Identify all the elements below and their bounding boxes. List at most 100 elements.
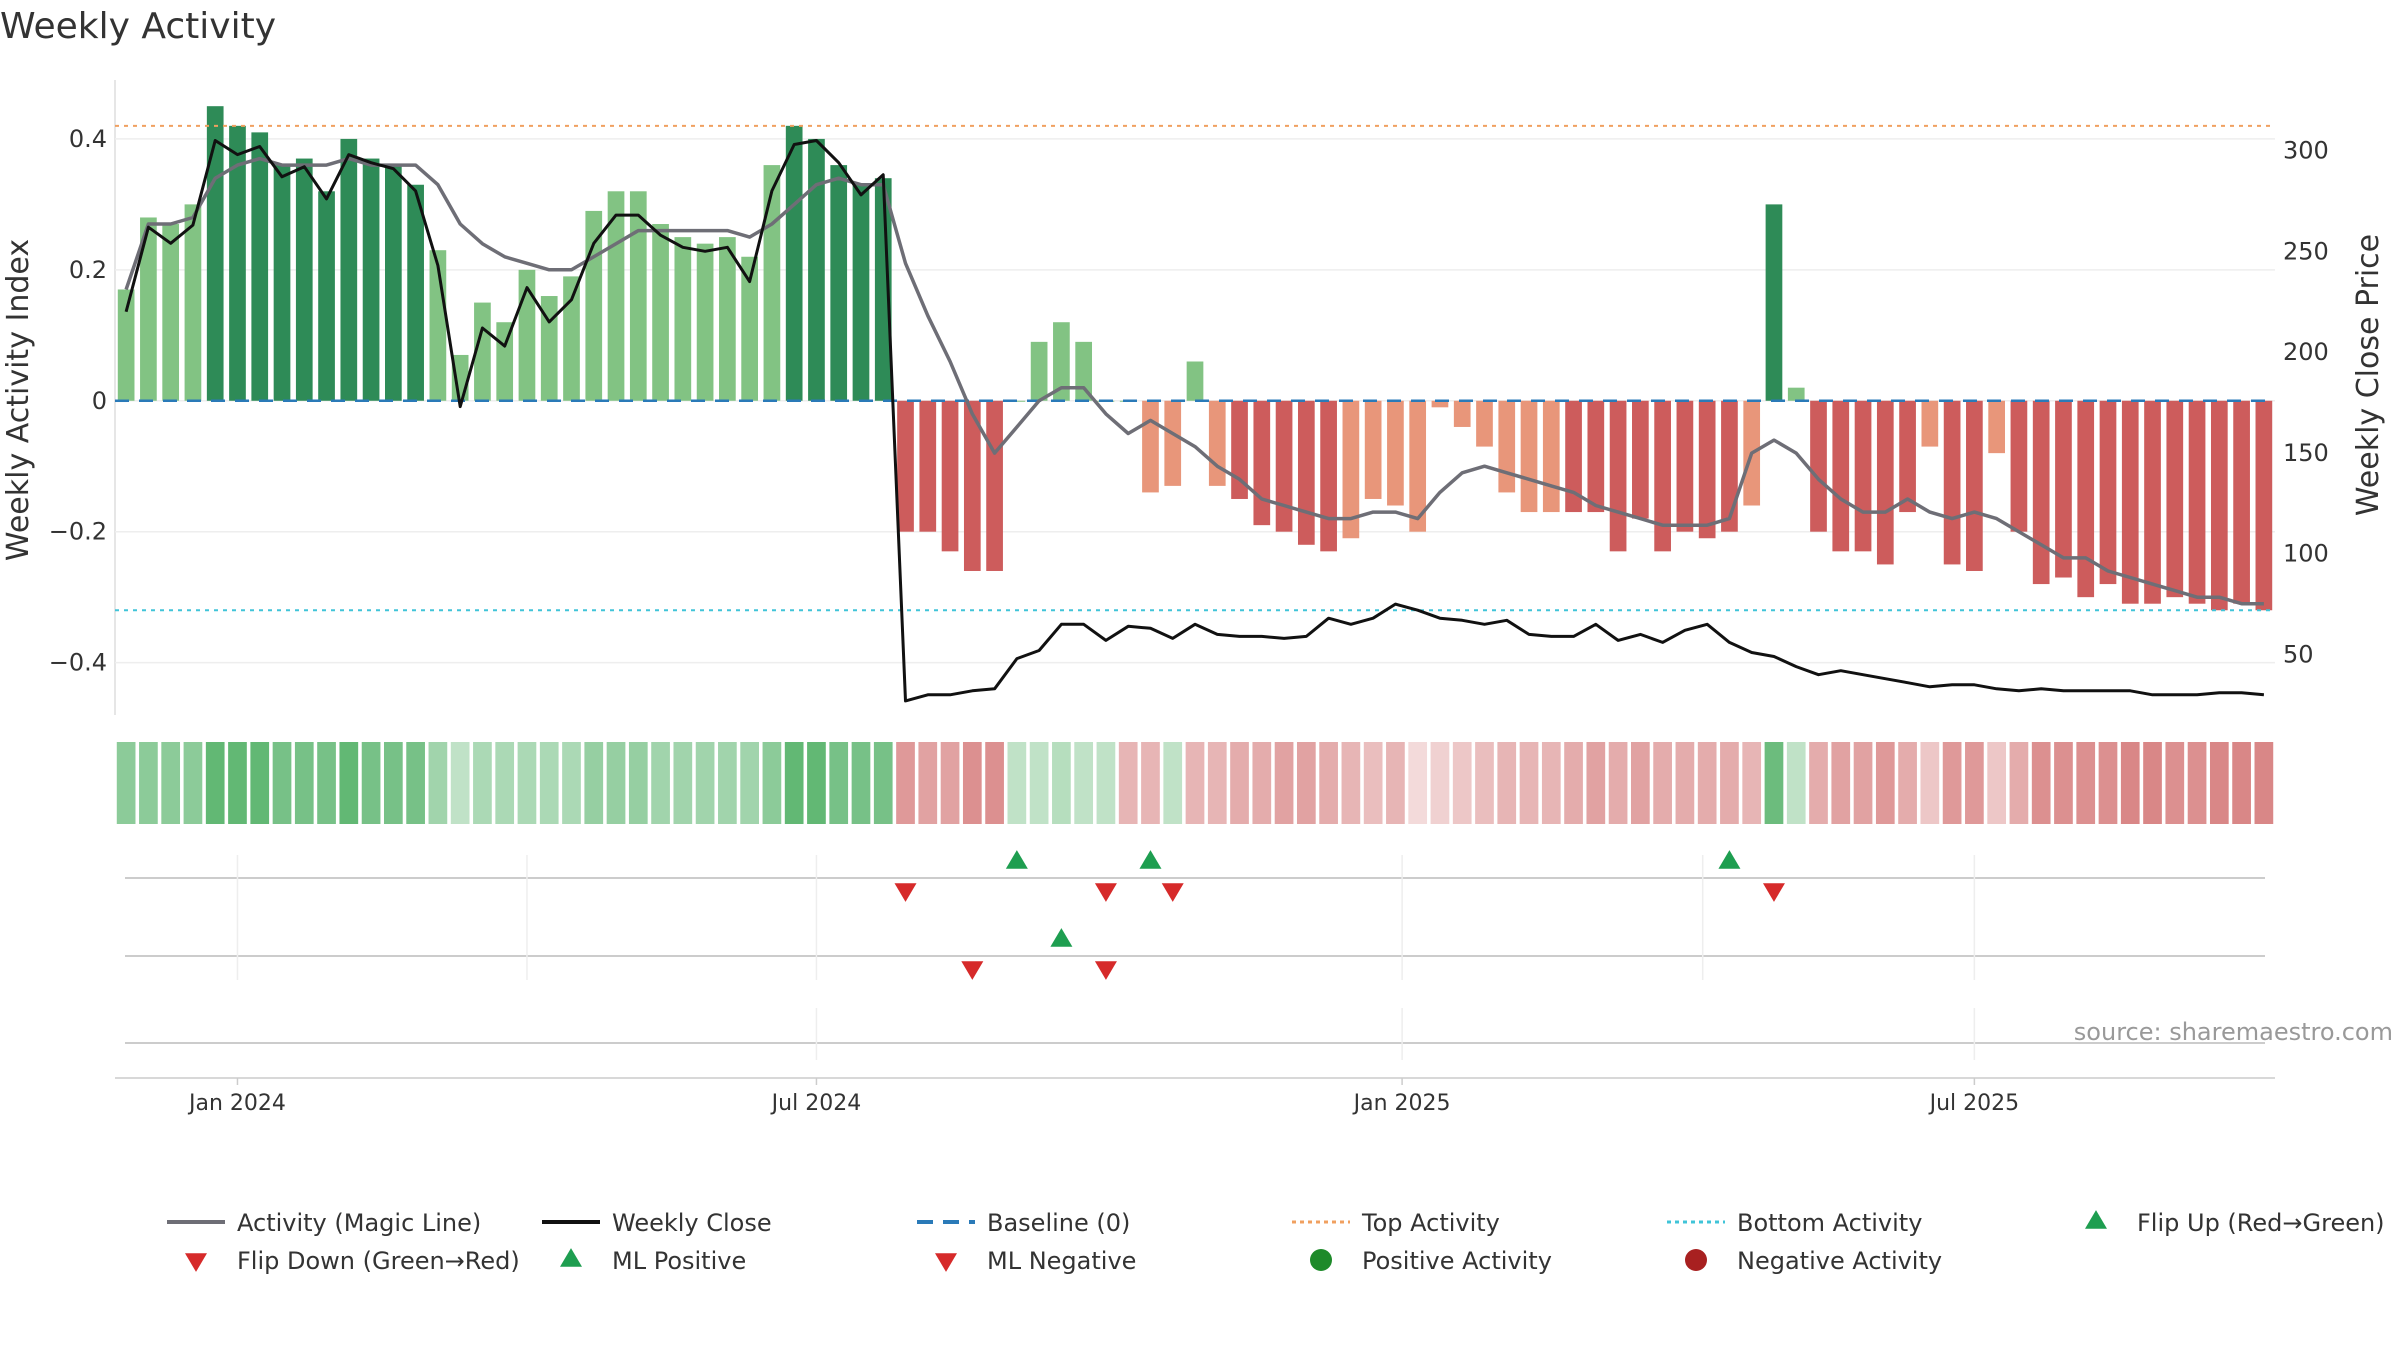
legend-label: Weekly Close — [612, 1209, 772, 1237]
heat-strip-cell — [1742, 742, 1762, 824]
heat-strip-cell — [2209, 742, 2229, 824]
activity-bar — [763, 165, 781, 401]
heat-strip-cell — [1185, 742, 1205, 824]
legend-label: ML Positive — [612, 1247, 746, 1275]
heat-strip-cell — [1475, 742, 1494, 824]
heat-strip-cell — [2031, 742, 2051, 824]
heat-strip-cell — [383, 742, 403, 824]
heat-strip-cell — [361, 742, 381, 824]
activity-bar — [162, 224, 180, 401]
heat-strip-cell — [1920, 742, 1940, 824]
legend-swatch-circle — [1310, 1249, 1332, 1271]
heat-strip-cell — [673, 742, 693, 824]
heat-strip-cell — [1809, 742, 1828, 824]
heat-strip-cell — [228, 742, 247, 824]
heat-strip-cell — [1586, 742, 1606, 824]
heat-strip-cell — [2187, 742, 2207, 824]
weekly-close-series — [124, 139, 2265, 703]
activity-bar — [140, 217, 157, 401]
activity-bar — [2077, 400, 2095, 598]
legend-item: Flip Down (Green→Red) — [185, 1247, 520, 1275]
y-tick-left-label: −0.4 — [49, 649, 107, 677]
activity-bar — [674, 237, 692, 401]
heat-strip-cell — [1519, 742, 1539, 824]
heat-strip-cell — [606, 742, 626, 824]
activity-bar — [852, 184, 870, 401]
legend-item: ML Negative — [935, 1247, 1136, 1275]
heat-strip-cell — [517, 742, 537, 824]
activity-bar — [2032, 400, 2050, 585]
heat-strip-cell — [272, 742, 292, 824]
activity-bar — [1364, 400, 1382, 499]
activity-bar — [941, 400, 959, 552]
ml-negative-marker — [961, 961, 984, 980]
activity-bar — [1676, 400, 1694, 532]
heat-strip-cell — [829, 742, 849, 824]
heat-strip-cell — [562, 742, 581, 824]
activity-bar — [340, 138, 358, 401]
heat-strip-cell — [1007, 742, 1027, 824]
x-tick-label: Jan 2025 — [1352, 1091, 1451, 1116]
heat-strip-cell — [161, 742, 181, 824]
activity-bar — [1810, 400, 1827, 532]
activity-bar — [986, 400, 1003, 571]
activity-bar — [963, 400, 981, 571]
activity-bar — [2010, 400, 2028, 532]
heat-strip-cell — [294, 742, 314, 824]
heat-strip-cell — [962, 742, 982, 824]
heat-strip — [116, 742, 2274, 824]
activity-bar — [1297, 400, 1315, 545]
activity-bar — [206, 106, 224, 401]
series-lines — [124, 139, 2265, 703]
y-axis-left-label: Weekly Activity Index — [1, 239, 36, 561]
activity-bar — [585, 210, 603, 401]
y-tick-right-label: 150 — [2283, 439, 2329, 467]
activity-bar — [607, 191, 625, 401]
y-axis-right-label: Weekly Close Price — [2351, 234, 2386, 516]
legend-item: Bottom Activity — [1667, 1209, 1922, 1237]
activity-bar — [1966, 400, 1983, 571]
heat-strip-cell — [918, 742, 938, 824]
heat-strip-cell — [1074, 742, 1094, 824]
activity-bar — [1320, 400, 1337, 552]
source-credit: source: sharemaestro.com — [2074, 1018, 2393, 1046]
legend-label: Top Activity — [1361, 1209, 1500, 1237]
flip-down-marker — [1094, 883, 1117, 902]
heat-strip-cell — [495, 742, 515, 824]
legend-label: Activity (Magic Line) — [237, 1209, 481, 1237]
heat-strip-cell — [1653, 742, 1672, 824]
flip-up-marker — [1139, 850, 1162, 869]
activity-bar — [2166, 400, 2184, 598]
legend-label: Bottom Activity — [1737, 1209, 1922, 1237]
legend-item: Positive Activity — [1310, 1247, 1552, 1275]
heat-strip-cell — [1675, 742, 1695, 824]
activity-bar — [1609, 400, 1627, 552]
heat-strip-cell — [2098, 742, 2118, 824]
reference-lines — [115, 124, 2275, 612]
activity-bar — [2255, 400, 2273, 611]
heat-strip-cell — [851, 742, 871, 824]
heat-strip-cell — [1452, 742, 1472, 824]
heat-strip-cell — [1898, 742, 1917, 824]
heat-strip-cell — [718, 742, 737, 824]
heat-strip-cell — [985, 742, 1004, 824]
activity-bar — [1520, 400, 1538, 513]
activity-bar — [1253, 400, 1271, 526]
flip-down-marker — [894, 883, 917, 902]
heat-strip-cell — [1853, 742, 1873, 824]
heat-strip-cell — [1052, 742, 1071, 824]
activity-bar — [1542, 400, 1560, 513]
heat-strip-cell — [1163, 742, 1183, 824]
heat-strip-cell — [1831, 742, 1851, 824]
activity-bar — [184, 204, 202, 401]
legend-swatch-triangle-up — [560, 1248, 582, 1267]
activity-bar — [2055, 400, 2072, 578]
legend-item: ML Positive — [560, 1247, 746, 1275]
legend-label: Flip Up (Red→Green) — [2137, 1209, 2385, 1237]
heat-strip-cell — [695, 742, 715, 824]
legend: Activity (Magic Line) Weekly Close Baselin… — [167, 1209, 2385, 1275]
heat-strip-cell — [1296, 742, 1316, 824]
activity-bar — [1498, 400, 1516, 493]
